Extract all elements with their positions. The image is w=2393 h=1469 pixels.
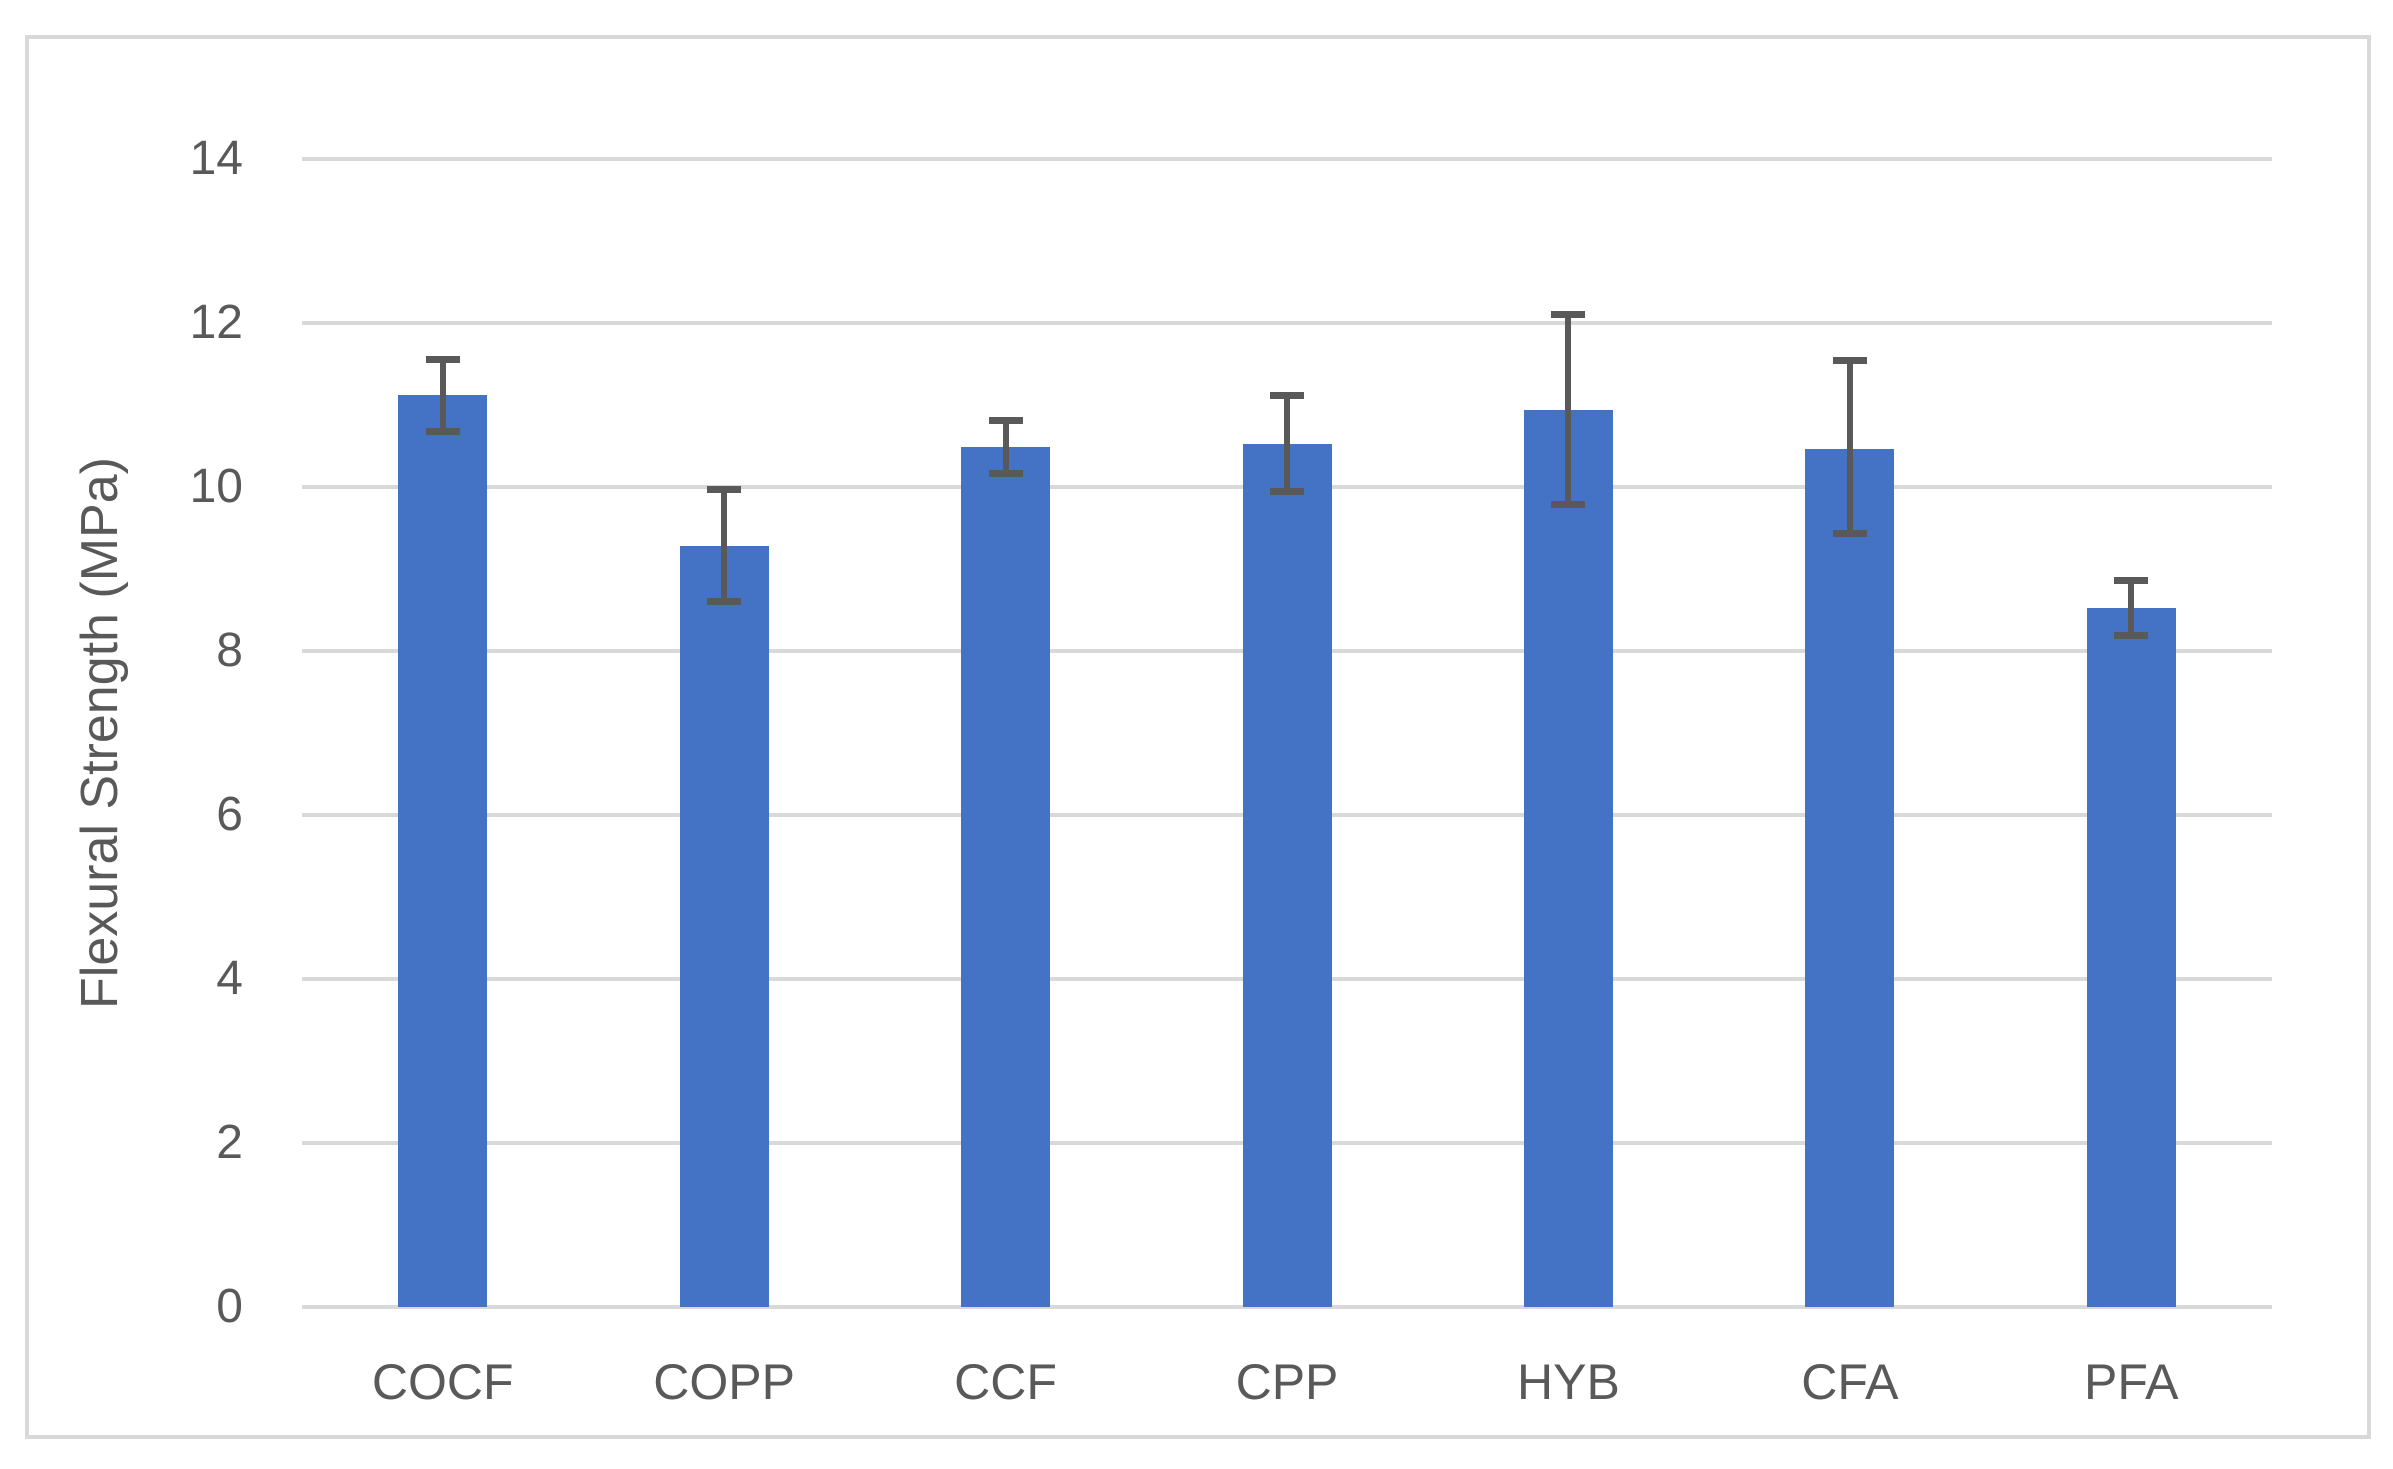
bar-CPP — [1242, 444, 1332, 1307]
y-tick-label-14: 14 — [189, 132, 243, 185]
error-bar-cap-top-COPP — [707, 485, 742, 493]
bar-CFA — [1805, 449, 1895, 1307]
gridline-y-0 — [302, 1305, 2272, 1309]
x-category-label-CFA: CFA — [1801, 1354, 1899, 1410]
error-bar-cap-top-CPP — [1270, 392, 1304, 400]
error-bar-whisker-COCF — [439, 359, 446, 432]
error-bar-cap-bottom-CPP — [1270, 488, 1304, 496]
error-bar-cap-top-PFA — [2114, 576, 2149, 584]
error-bar-whisker-HYB — [1565, 313, 1572, 505]
error-bar-cap-bottom-CCF — [988, 470, 1023, 478]
error-bar-cap-bottom-HYB — [1551, 501, 1586, 509]
x-category-label-COCF: COCF — [371, 1354, 514, 1410]
x-category-label-COPP: COPP — [653, 1354, 795, 1410]
x-category-label-CPP: CPP — [1235, 1354, 1339, 1410]
x-category-label-HYB: HYB — [1517, 1354, 1620, 1410]
error-bar-cap-top-HYB — [1551, 310, 1586, 318]
y-tick-label-0: 0 — [216, 1280, 243, 1333]
bar-HYB — [1523, 409, 1613, 1307]
error-bar-whisker-CPP — [1284, 395, 1290, 492]
bar-COPP — [679, 546, 769, 1307]
error-bar-cap-top-COCF — [425, 356, 460, 364]
bar-PFA — [2086, 608, 2176, 1307]
y-tick-label-8: 8 — [216, 624, 243, 677]
plot-area — [302, 157, 2272, 1309]
y-axis-title: Flexural Strength (MPa) — [71, 457, 129, 1009]
x-category-label-PFA: PFA — [2084, 1354, 2179, 1410]
bar-COCF — [398, 395, 488, 1307]
y-tick-label-4: 4 — [216, 952, 243, 1005]
bar-CCF — [961, 446, 1051, 1307]
error-bar-cap-bottom-COCF — [425, 428, 460, 436]
y-tick-label-2: 2 — [216, 1116, 243, 1169]
error-bar-whisker-PFA — [2128, 579, 2135, 635]
gridline-y-14 — [302, 157, 2272, 161]
error-bar-cap-top-CCF — [988, 416, 1023, 424]
error-bar-cap-bottom-CFA — [1832, 529, 1867, 537]
error-bar-cap-bottom-COPP — [707, 597, 742, 605]
gridline-y-12 — [302, 321, 2272, 325]
error-bar-whisker-CFA — [1846, 359, 1853, 533]
y-tick-label-10: 10 — [189, 460, 243, 513]
y-tick-label-6: 6 — [216, 788, 243, 841]
y-tick-label-12: 12 — [189, 296, 243, 349]
error-bar-cap-top-CFA — [1832, 356, 1867, 364]
error-bar-cap-bottom-PFA — [2114, 631, 2149, 639]
error-bar-whisker-CCF — [1002, 419, 1009, 474]
x-category-label-CCF: CCF — [954, 1354, 1057, 1410]
error-bar-whisker-COPP — [721, 488, 728, 601]
